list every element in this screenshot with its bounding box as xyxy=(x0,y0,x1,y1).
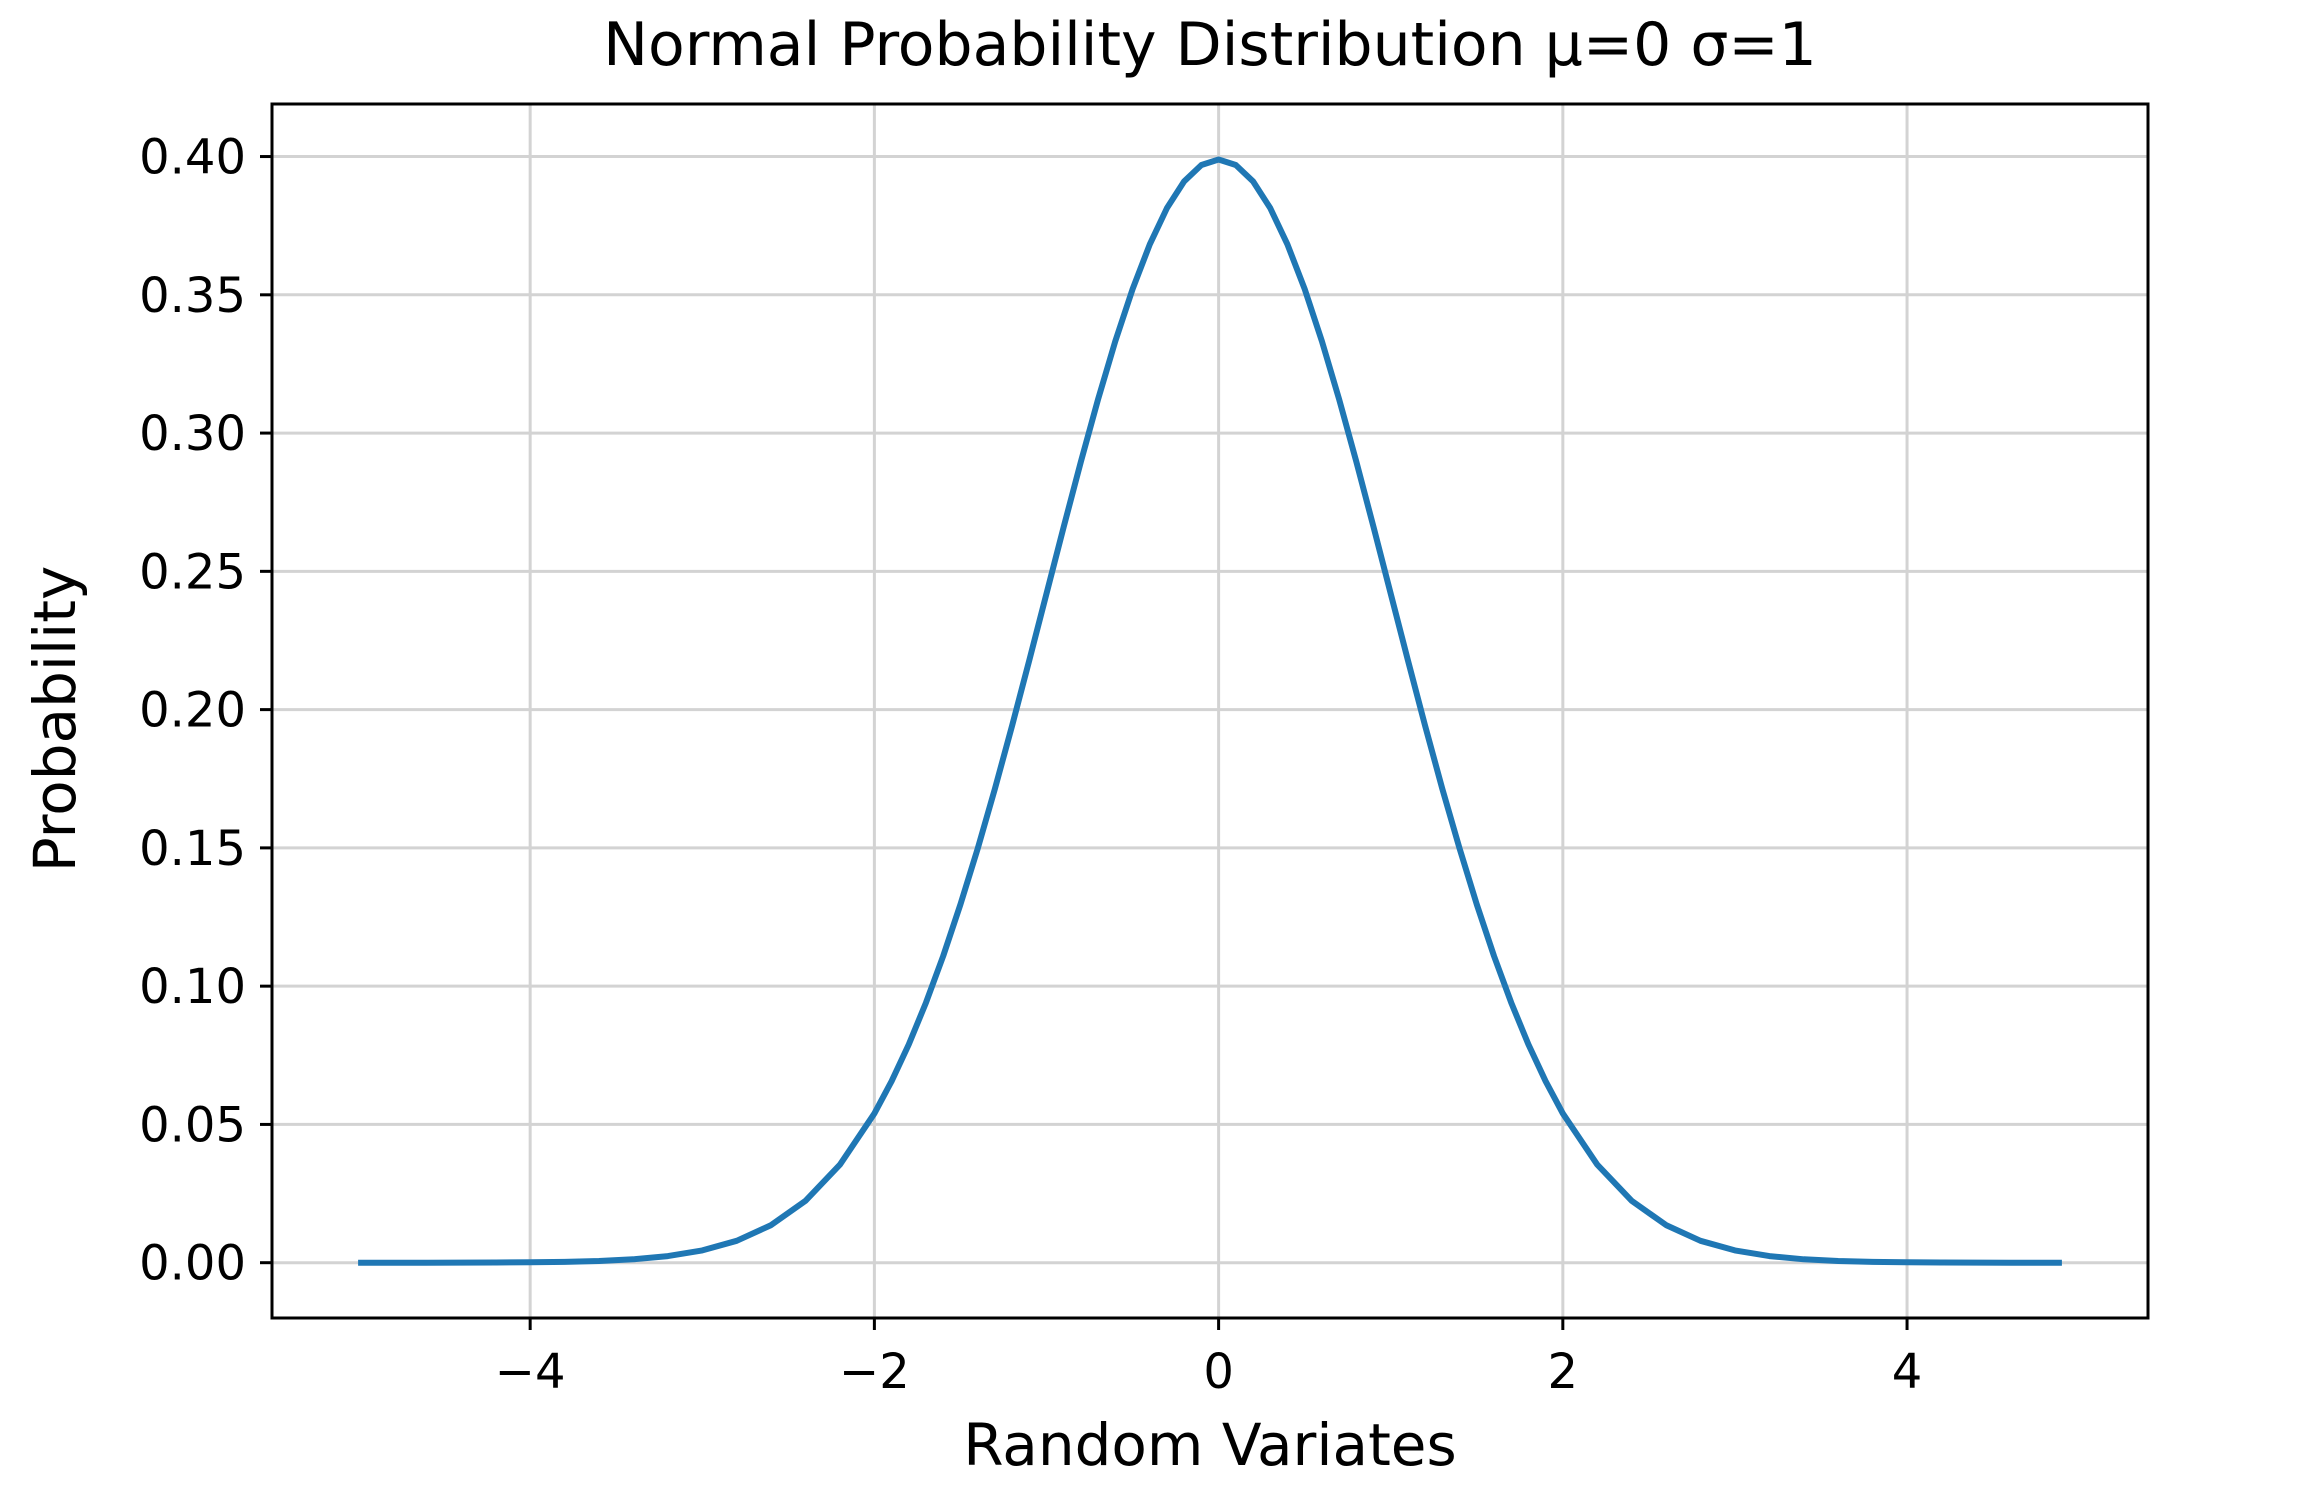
y-tick-label: 0.15 xyxy=(139,821,246,877)
series-line xyxy=(358,156,2062,1266)
series-layer xyxy=(358,156,2062,1266)
x-axis-label: Random Variates xyxy=(963,1411,1456,1479)
y-tick-label: 0.05 xyxy=(139,1097,246,1153)
y-tick-label: 0.30 xyxy=(139,406,246,462)
y-tick-label: 0.10 xyxy=(139,959,246,1015)
y-tick-label: 0.40 xyxy=(139,130,246,186)
x-tick-label: 2 xyxy=(1548,1344,1579,1400)
y-tick-label: 0.25 xyxy=(139,544,246,600)
x-tick-label: −2 xyxy=(839,1344,910,1400)
ticks xyxy=(260,155,1909,1330)
y-tick-label: 0.20 xyxy=(139,683,246,739)
y-tick-labels: 0.00 0.05 0.10 0.15 0.20 0.25 0.30 0.35 0.40 xyxy=(139,130,246,1292)
x-tick-label: 4 xyxy=(1892,1344,1923,1400)
chart-title: Normal Probability Distribution μ=0 σ=1 xyxy=(603,10,1817,80)
x-tick-labels: −4 −2 0 2 4 xyxy=(495,1344,1923,1400)
y-tick-label: 0.35 xyxy=(139,268,246,324)
y-axis-label: Probability xyxy=(21,566,89,873)
x-tick-label: −4 xyxy=(495,1344,566,1400)
x-tick-label: 0 xyxy=(1203,1344,1234,1400)
y-tick-label: 0.00 xyxy=(139,1236,246,1292)
